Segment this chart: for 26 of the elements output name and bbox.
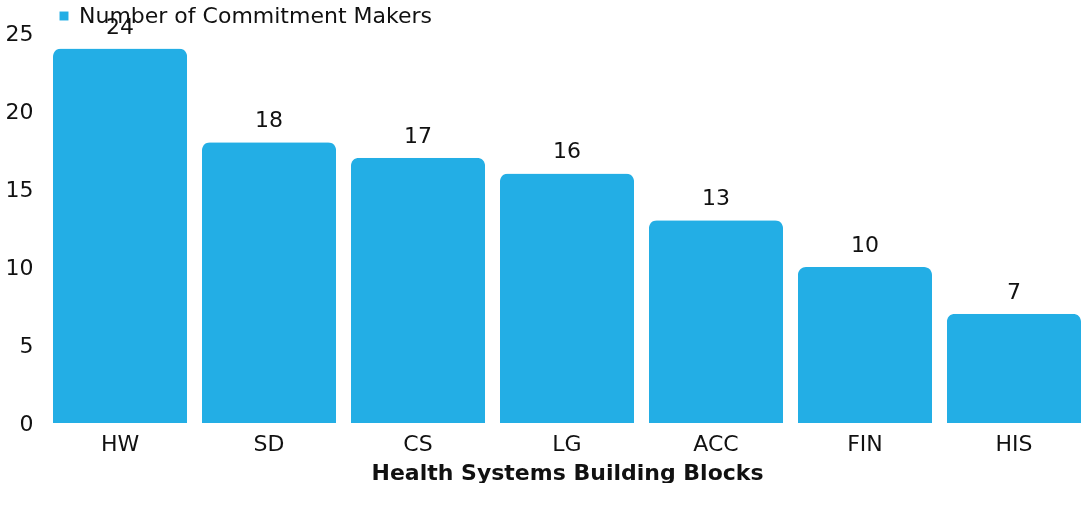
data-label: 16 <box>553 138 581 164</box>
y-tick-label: 15 <box>5 176 34 202</box>
x-tick-label: HIS <box>995 430 1033 456</box>
bar <box>201 142 337 423</box>
bar <box>499 173 635 423</box>
bar <box>648 220 784 423</box>
data-label: 17 <box>404 122 433 148</box>
data-label: 18 <box>255 107 284 133</box>
y-tick-label: 20 <box>5 98 34 124</box>
y-tick-label: 5 <box>19 332 34 358</box>
data-label: 10 <box>850 232 879 257</box>
y-tick-label: 25 <box>5 20 34 46</box>
x-tick-label: FIN <box>847 430 883 456</box>
bar <box>350 157 486 423</box>
bar <box>946 313 1081 423</box>
bar <box>797 267 933 423</box>
data-label: 7 <box>1006 278 1021 304</box>
y-tick-label: 10 <box>5 254 34 280</box>
data-label: 13 <box>701 185 730 211</box>
x-tick-label: LG <box>552 430 582 456</box>
x-tick-label: SD <box>253 430 285 456</box>
x-tick-label: CS <box>403 430 433 456</box>
x-tick-label: ACC <box>693 430 739 456</box>
bar <box>53 48 188 423</box>
y-tick-label: 0 <box>19 410 34 436</box>
x-tick-label: HW <box>100 430 140 456</box>
